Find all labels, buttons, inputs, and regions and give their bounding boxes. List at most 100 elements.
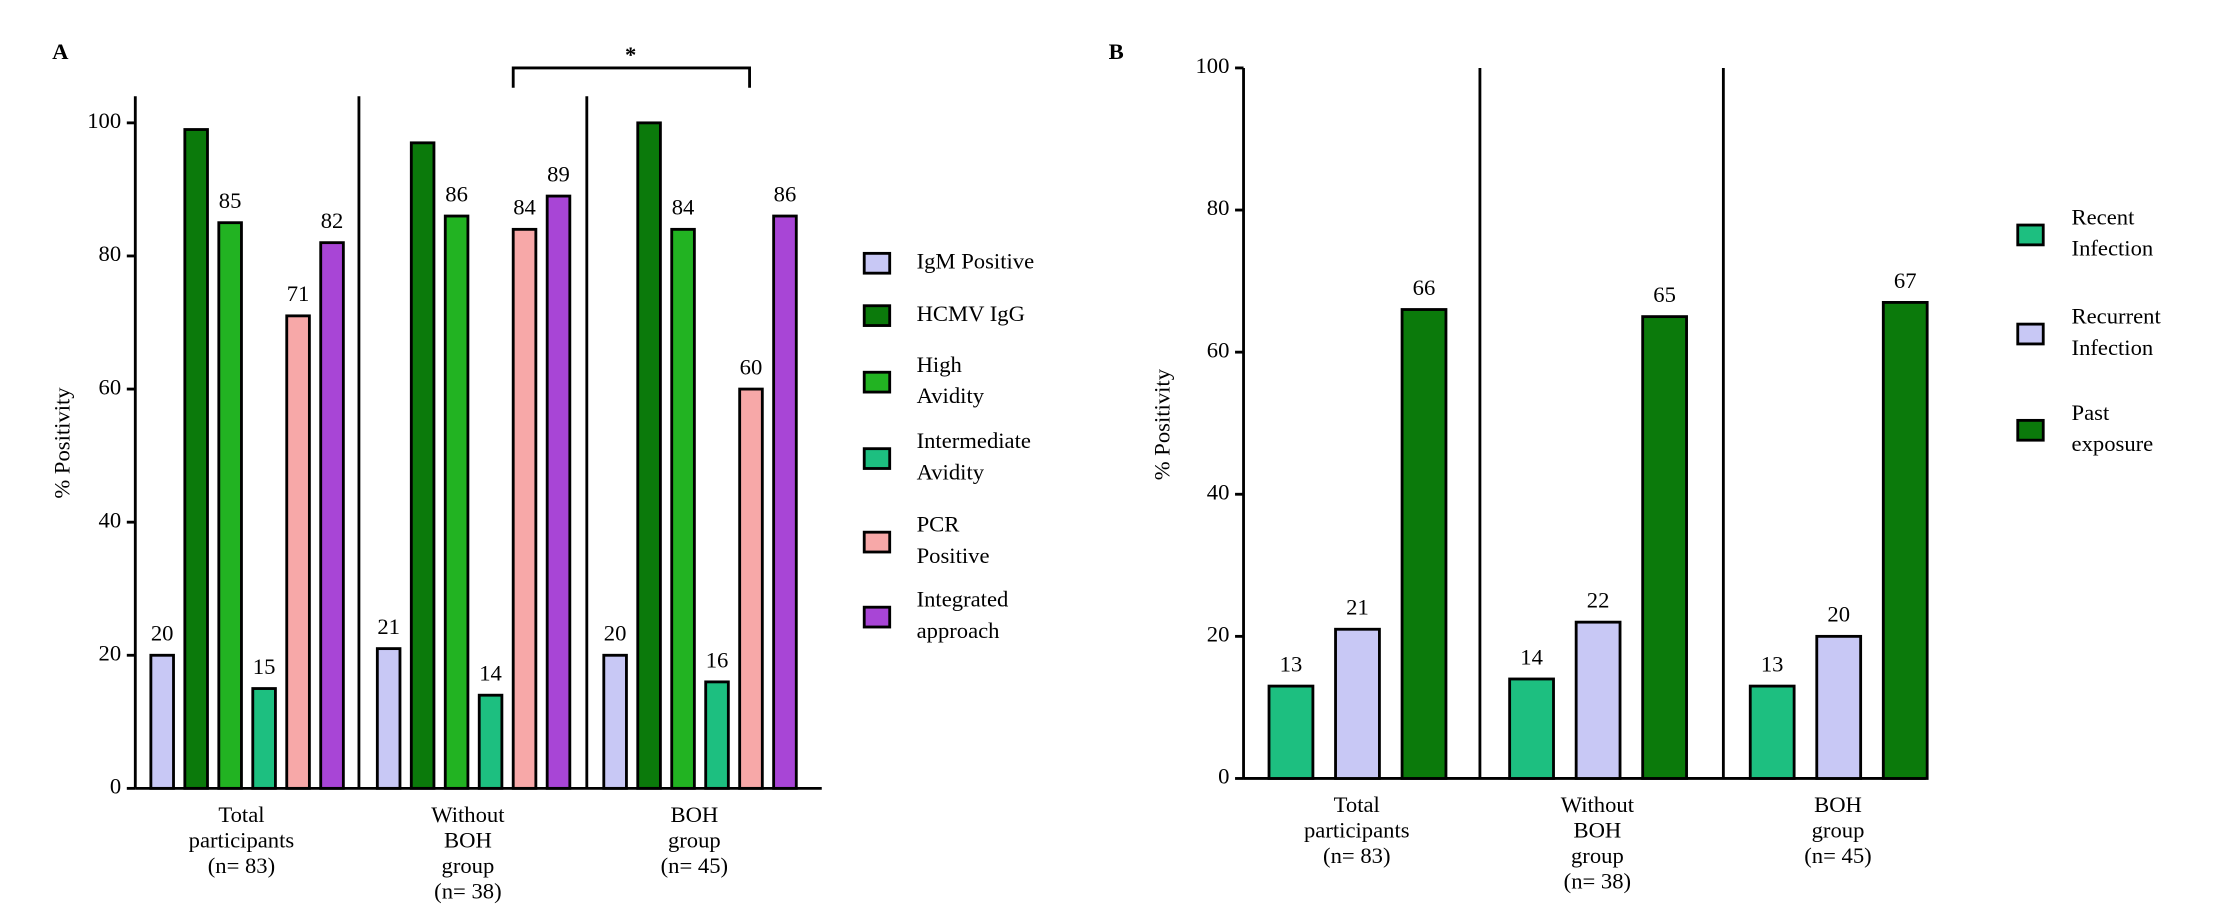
- x-tick-label: Total: [1334, 792, 1380, 817]
- y-tick-label: 80: [1207, 195, 1230, 220]
- x-tick-label: BOH: [1814, 792, 1862, 817]
- data-label: 14: [479, 661, 502, 686]
- y-tick-label: 40: [99, 507, 122, 532]
- x-tick-label: group: [668, 827, 721, 852]
- data-label: 21: [1346, 595, 1369, 620]
- legend-swatch: [862, 605, 892, 629]
- bar: [511, 227, 538, 790]
- data-label: 67: [1894, 268, 1917, 293]
- data-label: 71: [287, 281, 310, 306]
- legend-label: Past: [2072, 400, 2110, 425]
- x-tick-label: (n= 38): [1564, 868, 1631, 893]
- bar: [1334, 627, 1381, 780]
- legend-label: Recent: [2072, 205, 2136, 230]
- bar: [477, 693, 504, 790]
- bar: [1881, 300, 1929, 780]
- legend-label: Infection: [2072, 236, 2154, 261]
- y-tick-label: 20: [1207, 622, 1230, 647]
- legend-swatch: [2016, 418, 2045, 442]
- x-tick-label: (n= 83): [208, 853, 275, 878]
- data-label: 20: [151, 621, 174, 646]
- legend-swatch: [862, 370, 892, 394]
- bar: [217, 221, 243, 790]
- legend-label: Integrated: [917, 587, 1009, 612]
- legend-label: Positive: [917, 543, 990, 568]
- data-label: 16: [706, 647, 729, 672]
- data-label: 13: [1761, 651, 1784, 676]
- legend-swatch: [2016, 322, 2045, 346]
- y-axis-label: % Positivity: [1149, 368, 1174, 480]
- bar: [1400, 308, 1448, 780]
- bar: [285, 314, 311, 790]
- data-label: 65: [1653, 282, 1676, 307]
- legend-label: Avidity: [917, 459, 985, 484]
- bar: [251, 687, 277, 790]
- bar: [704, 680, 730, 790]
- x-tick-label: (n= 45): [661, 853, 728, 878]
- x-tick-label: group: [1812, 817, 1865, 842]
- y-tick-label: 100: [87, 108, 121, 133]
- data-label: 20: [1827, 602, 1850, 627]
- y-tick-label: 100: [1195, 53, 1229, 78]
- bar: [183, 128, 209, 790]
- data-label: 15: [253, 654, 276, 679]
- bar: [738, 387, 764, 790]
- y-tick-label: 80: [99, 241, 122, 266]
- y-tick-label: 40: [1207, 479, 1230, 504]
- bar: [409, 141, 436, 790]
- x-tick-label: group: [1571, 843, 1624, 868]
- data-label: 86: [445, 181, 468, 206]
- bar: [443, 214, 470, 790]
- panel-label: B: [1109, 39, 1124, 64]
- bar: [319, 241, 345, 790]
- legend-swatch: [862, 530, 892, 554]
- bar: [1641, 315, 1688, 780]
- x-tick-label: (n= 45): [1804, 843, 1871, 868]
- x-tick-label: BOH: [670, 802, 718, 827]
- y-tick-label: 60: [99, 374, 122, 399]
- legend-swatch: [862, 304, 892, 327]
- significance-label: *: [625, 42, 636, 67]
- x-tick-label: participants: [1304, 817, 1410, 842]
- x-tick-label: BOH: [444, 827, 492, 852]
- data-label: 14: [1520, 644, 1543, 669]
- y-axis-label: % Positivity: [50, 387, 75, 499]
- panel-label: A: [52, 39, 69, 64]
- bar: [1267, 684, 1315, 780]
- x-tick-label: Without: [431, 802, 505, 827]
- data-label: 13: [1280, 651, 1303, 676]
- bar: [1748, 684, 1796, 780]
- legend-label: HCMV IgG: [917, 301, 1025, 326]
- bar: [545, 194, 572, 790]
- bar: [670, 227, 696, 790]
- bar: [149, 653, 175, 790]
- legend-swatch: [2016, 223, 2045, 247]
- legend-label: Infection: [2072, 335, 2154, 360]
- data-label: 82: [321, 208, 344, 233]
- significance-bracket: [511, 66, 751, 88]
- legend-label: exposure: [2072, 431, 2154, 456]
- data-label: 60: [740, 354, 763, 379]
- bar: [1815, 634, 1863, 780]
- bar: [636, 121, 662, 790]
- bar: [1574, 620, 1622, 780]
- bar: [1508, 677, 1555, 780]
- legend-label: PCR: [917, 512, 961, 537]
- y-tick-label: 0: [110, 774, 121, 799]
- legend-label: IgM Positive: [917, 248, 1035, 273]
- legend-label: approach: [917, 618, 1001, 643]
- data-label: 22: [1587, 588, 1610, 613]
- bar: [772, 214, 798, 790]
- data-label: 86: [774, 181, 797, 206]
- x-tick-label: Total: [218, 802, 264, 827]
- x-tick-label: (n= 83): [1323, 843, 1390, 868]
- data-label: 66: [1413, 275, 1436, 300]
- legend-swatch: [862, 251, 892, 275]
- data-label: 20: [604, 621, 627, 646]
- x-tick-label: participants: [189, 827, 295, 852]
- legend-label: Recurrent: [2072, 304, 2162, 329]
- x-tick-label: Without: [1561, 792, 1635, 817]
- x-tick-label: BOH: [1574, 817, 1622, 842]
- data-label: 84: [672, 195, 695, 220]
